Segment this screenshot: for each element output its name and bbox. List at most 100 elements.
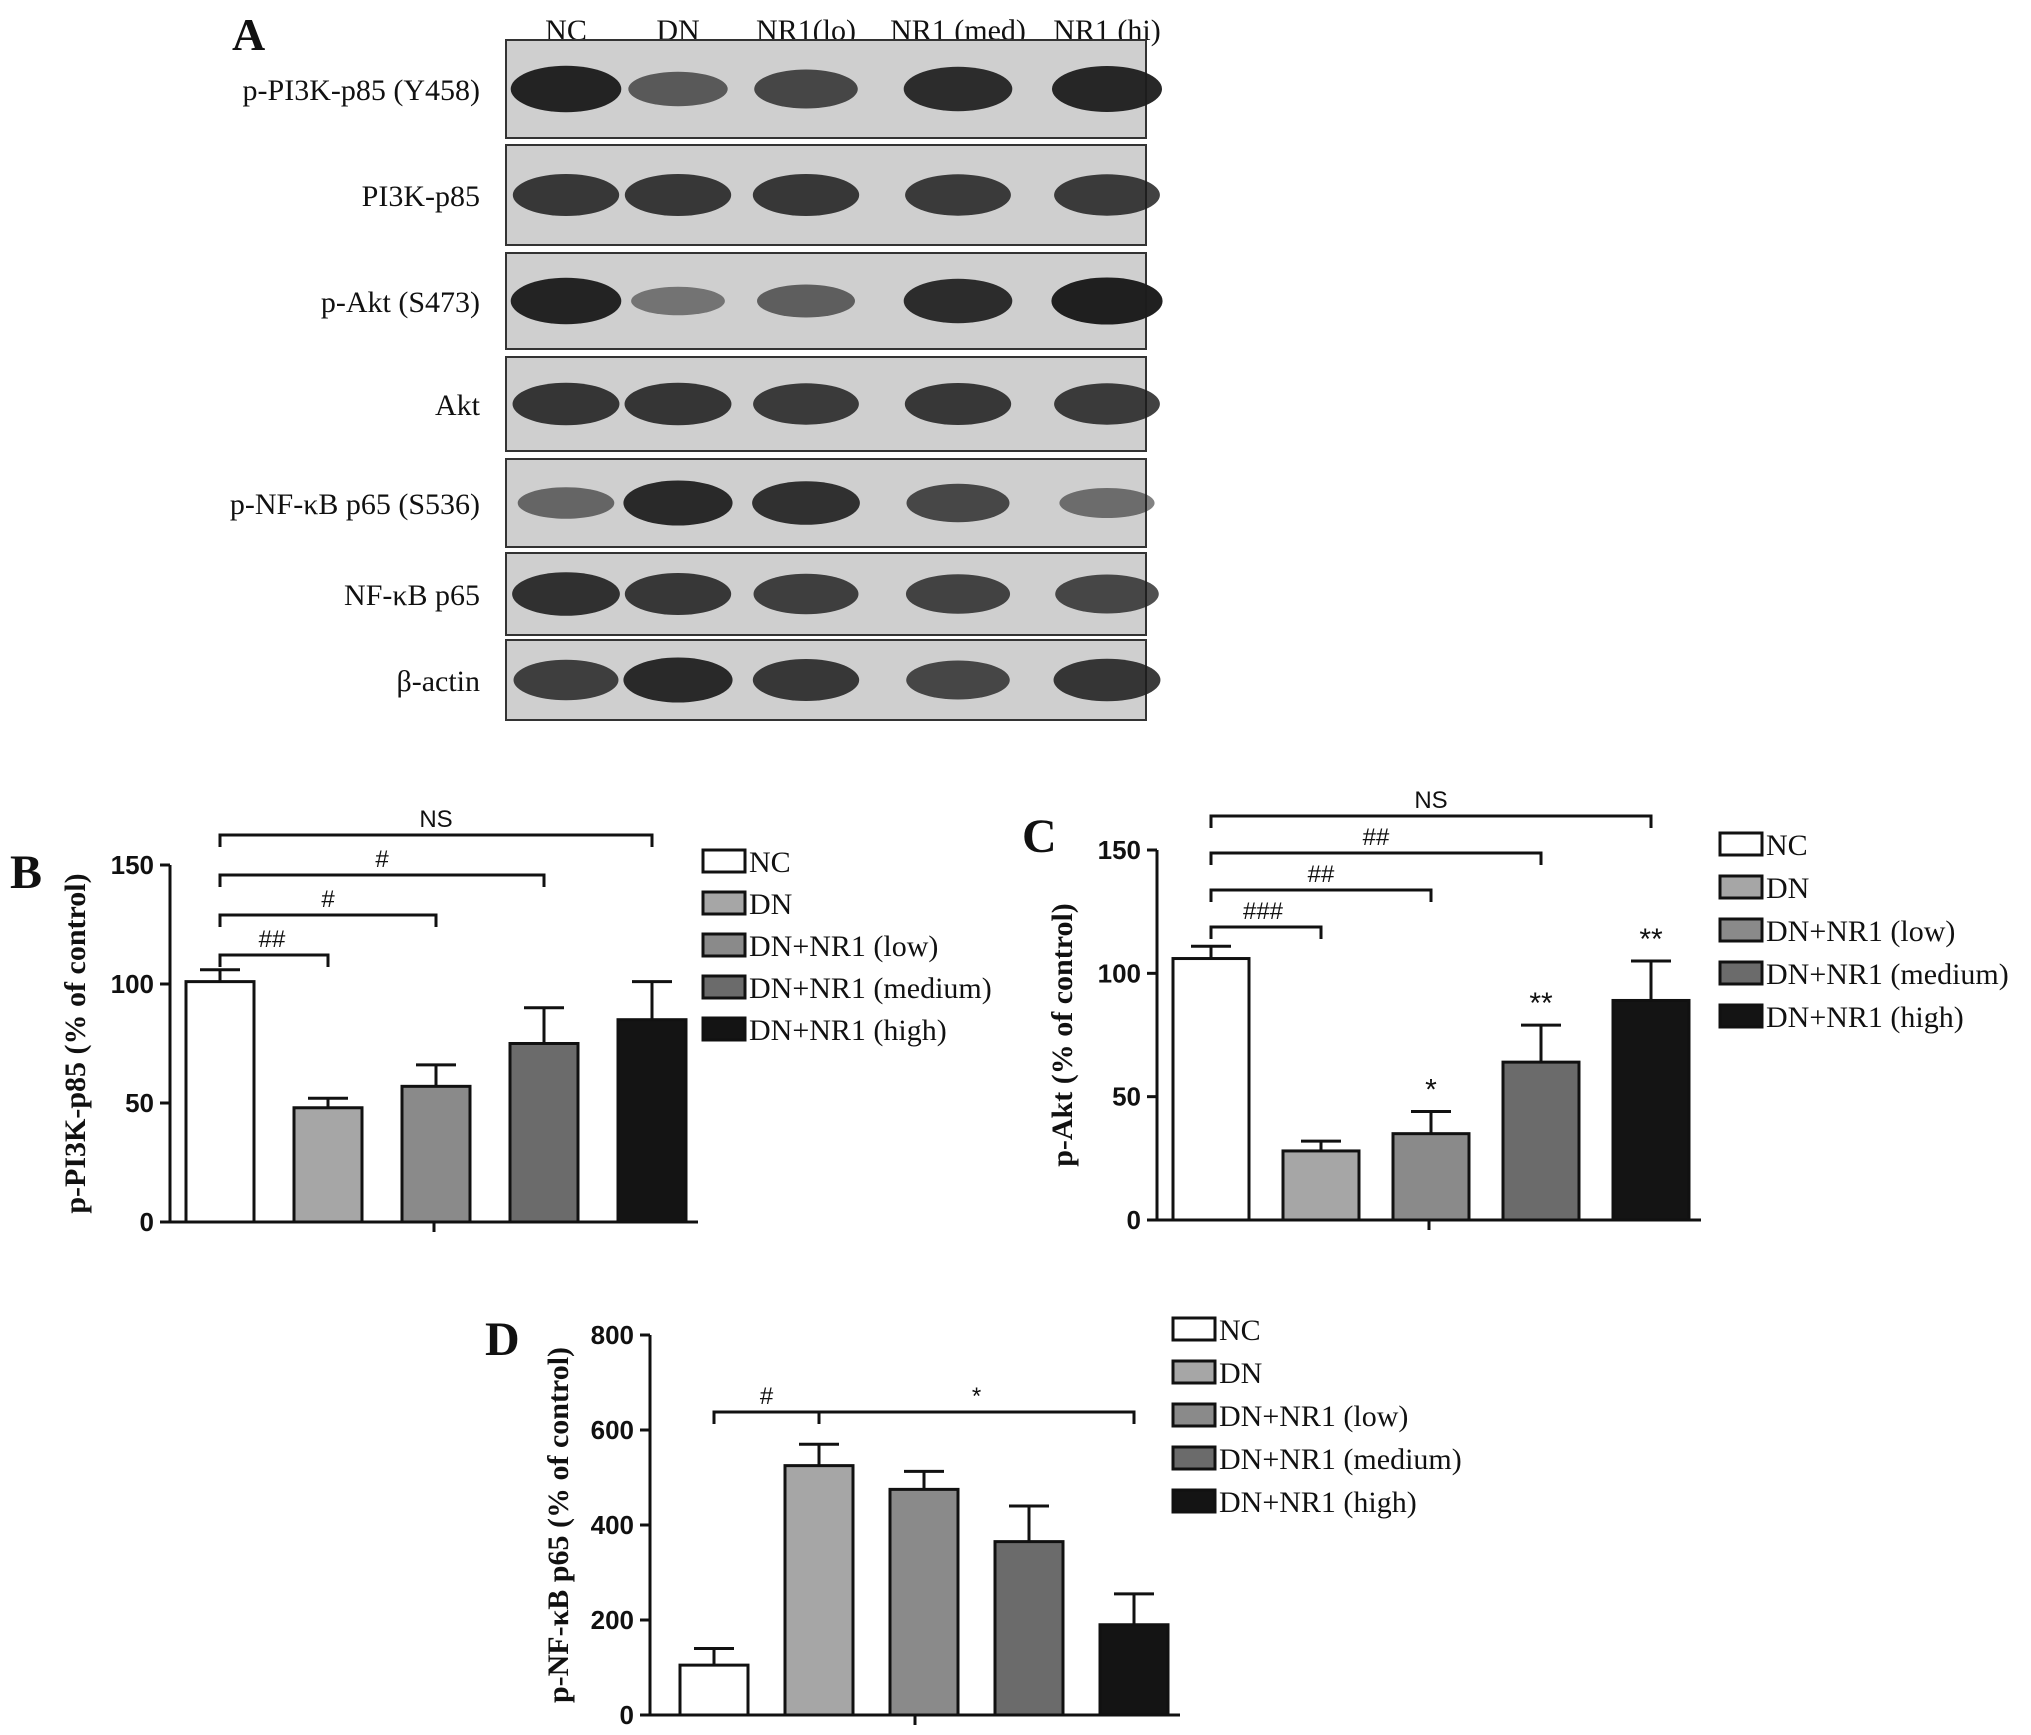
legend-label-dn: DN (749, 888, 792, 921)
legend-swatch-dn-nr1-high (1171, 1488, 1217, 1514)
significance-bracket (1209, 888, 1433, 902)
significance-bracket (1209, 925, 1323, 939)
legend-swatch-dn (1718, 874, 1764, 900)
significance-label: # (375, 846, 389, 873)
y-tick-label: 100 (1098, 958, 1141, 988)
significance-bracket (712, 1410, 821, 1424)
blot-row-label: p-NF-κB p65 (S536) (230, 488, 480, 521)
bar-dn-nr1-medium (508, 1042, 580, 1224)
legend-c: NC DN DN+NR1 (low) DN+NR1 (medium) DN+NR1 (h… (1718, 829, 2009, 1034)
blot-row-p-akt-s473: p-Akt (S473) (321, 252, 1163, 350)
significance-label: # (760, 1383, 774, 1410)
panel-letter-a: A (232, 9, 265, 60)
legend-label-dn-nr1-low: DN+NR1 (low) (749, 930, 938, 963)
legend-swatch-dn-nr1-low (1718, 917, 1764, 943)
y-tick-label: 100 (111, 969, 154, 999)
blot-row-p-nf-b-p65-s536: p-NF-κB p65 (S536) (230, 458, 1155, 548)
bar-chart-d: 0 200 400 600 800 p-NF-κB p65 (% of control) #… (542, 1320, 1180, 1730)
blot-band-nr1-lo (754, 69, 858, 109)
legend-swatch-dn-nr1-low (1171, 1402, 1217, 1428)
significance-label: ## (259, 926, 286, 953)
significance-label: * (972, 1383, 981, 1410)
western-blot-panel: A NC DN NR1(lo) NR1 (med) NR1 (hi) p-PI3K-p8… (230, 9, 1163, 721)
blot-band-nr1-lo (757, 284, 855, 318)
legend-label-dn-nr1-medium: DN+NR1 (medium) (1766, 958, 2009, 991)
blot-band-nr1-med (904, 383, 1012, 425)
blot-band-dn (624, 573, 732, 615)
bar-nc (184, 980, 256, 1224)
blot-band-nr1-med (903, 66, 1013, 112)
y-tick-label: 50 (1112, 1082, 1141, 1112)
bar-dn-nr1-low (400, 1084, 472, 1224)
significance-label: ## (1363, 824, 1390, 851)
significance-bracket (218, 833, 654, 847)
blot-band-nr1-med (906, 483, 1010, 523)
y-axis-title: p-Akt (% of control) (1046, 903, 1079, 1167)
blot-band-dn (631, 286, 725, 316)
legend-label-dn-nr1-low: DN+NR1 (low) (1766, 915, 1955, 948)
blot-row-label: PI3K-p85 (362, 180, 480, 213)
blot-row-label: Akt (435, 389, 481, 422)
legend-swatch-dn-nr1-medium (1718, 960, 1764, 986)
y-axis-title: p-PI3K-p85 (% of control) (59, 873, 92, 1213)
significance-label: # (321, 886, 335, 913)
y-tick-label: 150 (1098, 835, 1141, 865)
blot-band-nr1-lo (753, 573, 859, 615)
blot-row-label: NF-κB p65 (344, 579, 480, 612)
y-tick-label: 200 (591, 1605, 634, 1635)
significance-mark: ** (1639, 923, 1663, 956)
blot-band-nr1-hi (1053, 658, 1161, 702)
legend-d: NC DN DN+NR1 (low) DN+NR1 (medium) DN+NR1 (h… (1171, 1314, 1462, 1519)
blot-band-nr1-hi (1051, 66, 1163, 112)
legend-swatch-dn-nr1-high (1718, 1003, 1764, 1029)
legend-label-dn: DN (1766, 872, 1809, 905)
legend-swatch-nc (1171, 1316, 1217, 1342)
y-tick-label: 600 (591, 1415, 634, 1445)
y-tick-label: 150 (111, 850, 154, 880)
significance-label: ## (1308, 861, 1335, 888)
legend-swatch-dn-nr1-low (701, 932, 747, 958)
blot-band-nc (517, 487, 615, 519)
blot-band-nc (510, 65, 622, 113)
blot-row-label: p-Akt (S473) (321, 286, 480, 319)
blot-band-dn (624, 174, 732, 216)
blot-band-nr1-lo (752, 481, 860, 525)
y-axis-title: p-NF-κB p65 (% of control) (542, 1347, 575, 1703)
panel-letter-d: D (485, 1313, 520, 1366)
legend-label-nc: NC (1766, 829, 1808, 862)
panel-letter-c: C (1022, 810, 1057, 863)
blot-band-nc (512, 572, 620, 616)
blot-band-nc (512, 382, 620, 426)
blot-band-nc (513, 659, 619, 701)
blot-band-nr1-hi (1055, 574, 1159, 614)
legend-label-dn: DN (1219, 1357, 1262, 1390)
legend-swatch-dn-nr1-medium (1171, 1445, 1217, 1471)
significance-mark: * (1425, 1073, 1437, 1106)
y-tick-label: 0 (620, 1700, 634, 1730)
blot-rows: p-PI3K-p85 (Y458) PI3K-p85 p-Akt (S473) Akt… (230, 39, 1163, 721)
blot-band-nr1-med (906, 660, 1010, 700)
bar-dn-nr1-high (616, 1018, 688, 1224)
bar-dn-nr1-medium (993, 1540, 1065, 1717)
y-tick-label: 400 (591, 1510, 634, 1540)
y-tick-label: 0 (1127, 1205, 1141, 1235)
bar-dn-nr1-high (1098, 1623, 1170, 1717)
legend-label-dn-nr1-medium: DN+NR1 (medium) (1219, 1443, 1462, 1476)
blot-band-dn (623, 480, 733, 526)
blot-band-nr1-hi (1054, 383, 1160, 425)
blot-band-nr1-hi (1059, 488, 1155, 518)
blot-row-pi3k-p85: PI3K-p85 (362, 144, 1160, 246)
blot-band-dn (623, 657, 733, 703)
blot-band-nr1-hi (1054, 174, 1160, 216)
blot-band-nc (512, 174, 620, 216)
bar-dn (1281, 1149, 1361, 1222)
legend-swatch-dn-nr1-high (701, 1016, 747, 1042)
y-tick-label: 50 (125, 1088, 154, 1118)
bar-nc (1171, 957, 1251, 1222)
significance-label: NS (419, 806, 452, 833)
y-tick-label: 800 (591, 1320, 634, 1350)
significance-bracket (1209, 851, 1543, 865)
